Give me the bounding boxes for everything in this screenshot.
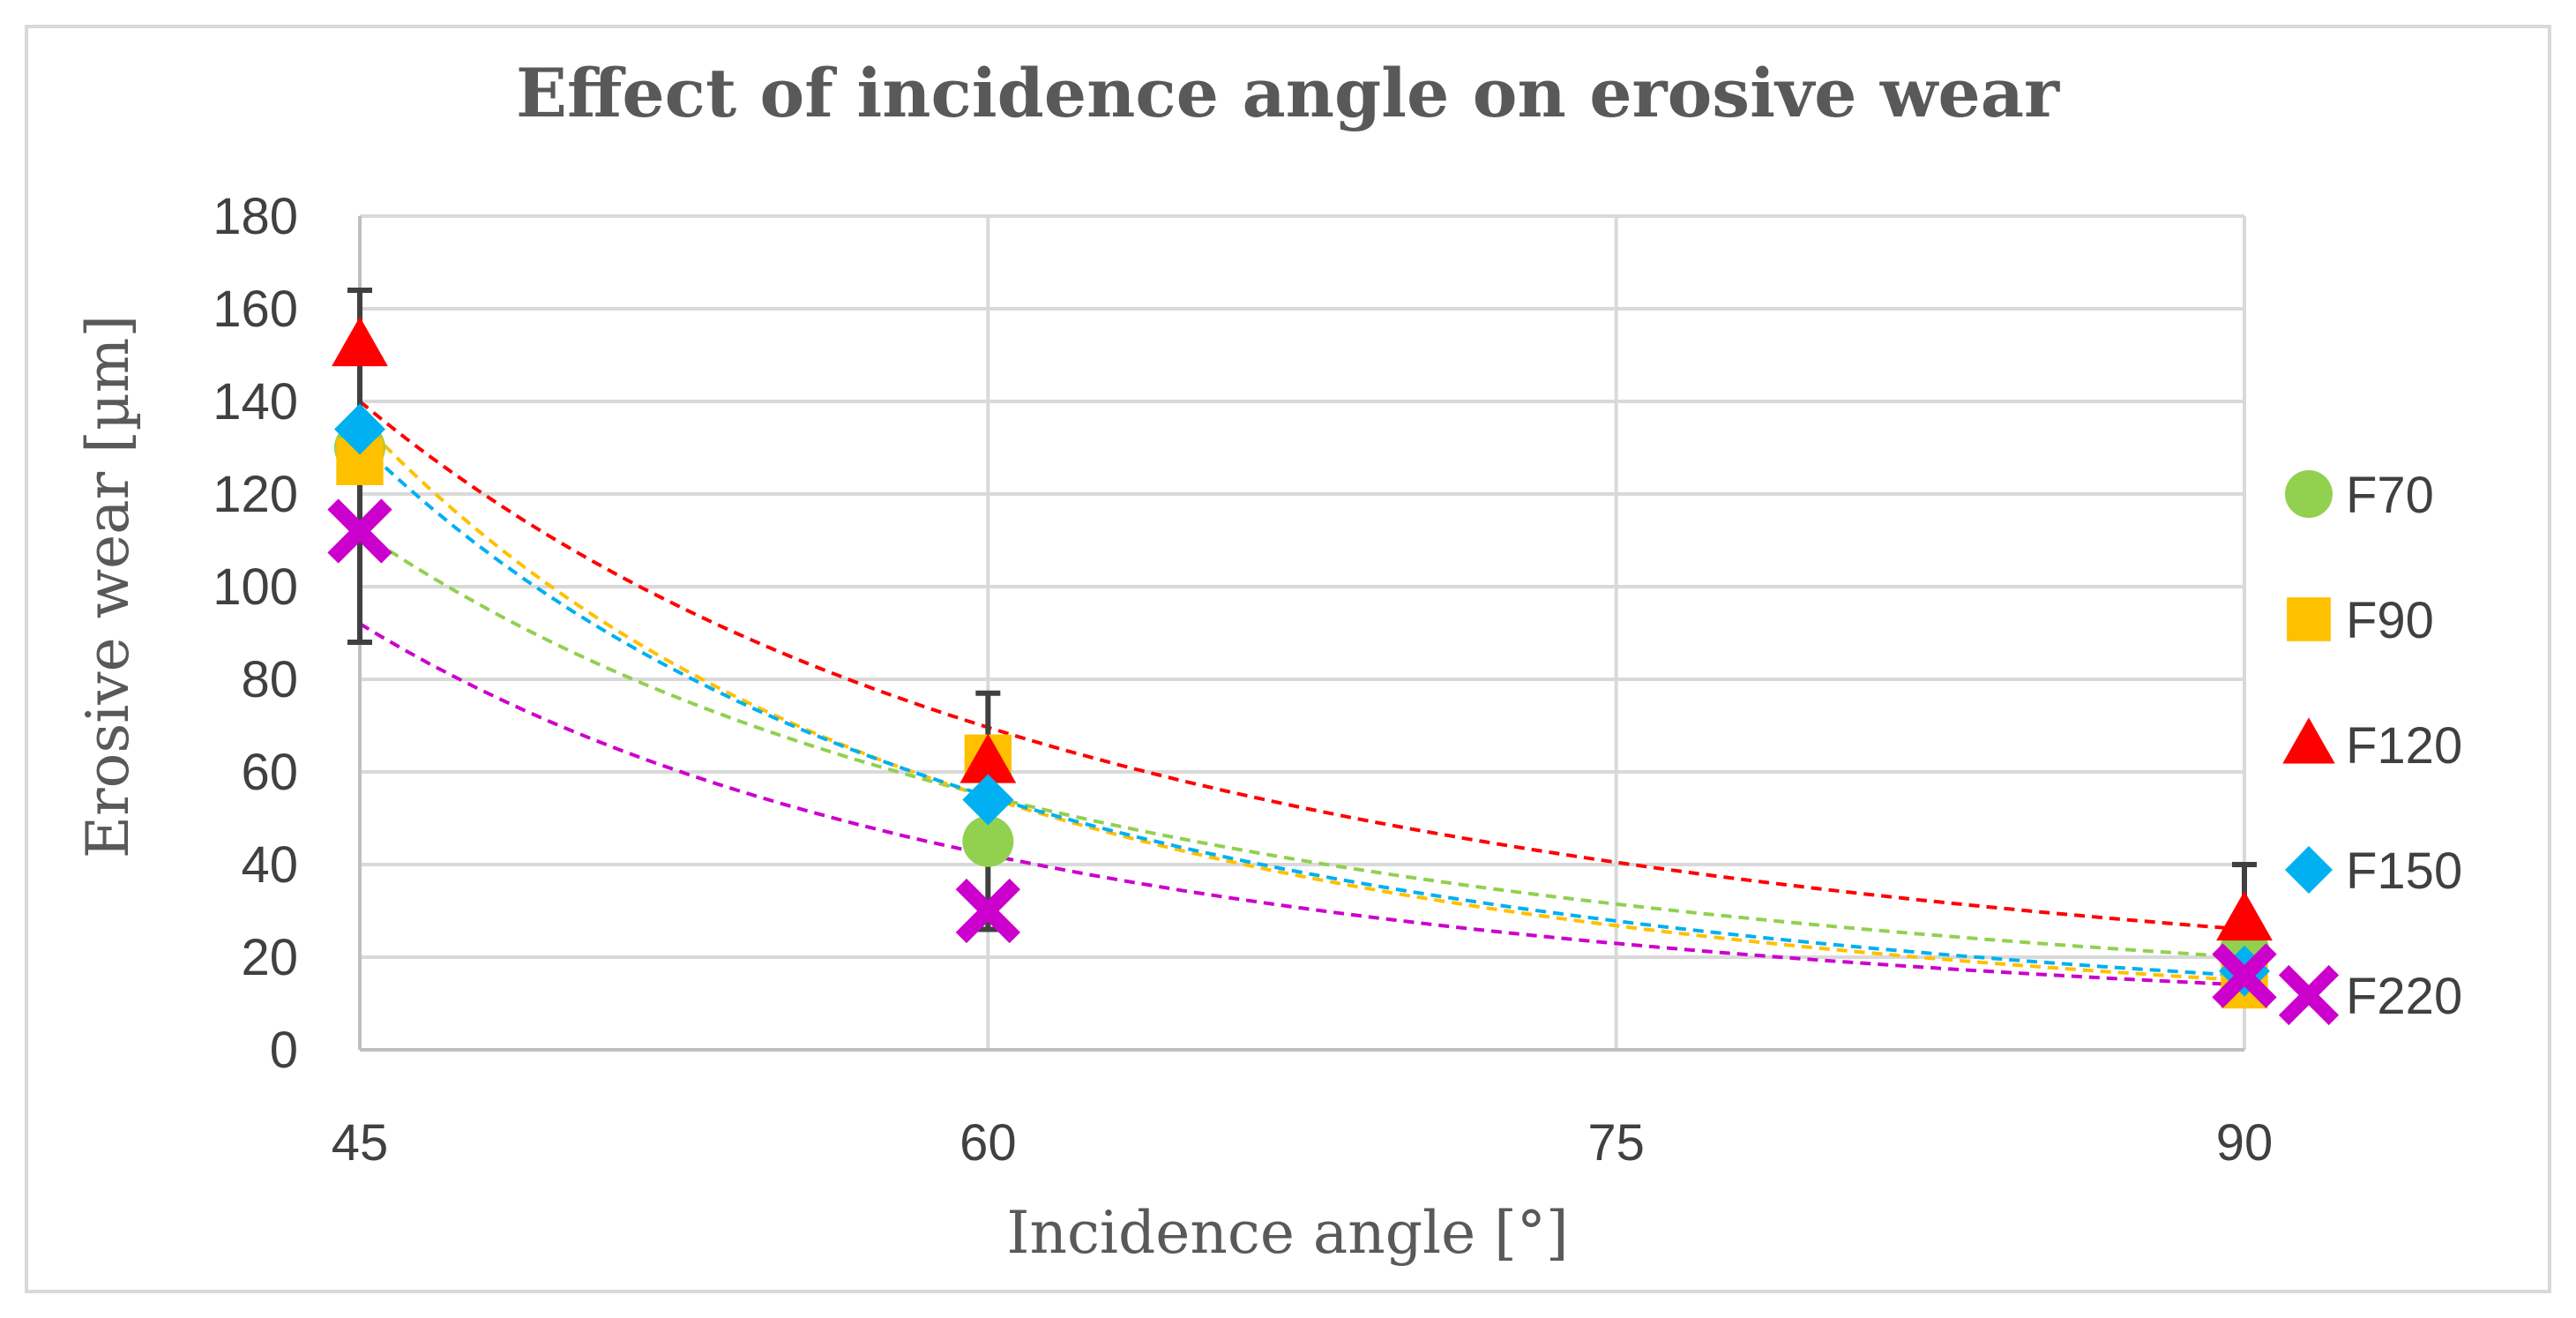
tick-labels: 0 20 40 60 80 100 120 140 160 180 45 60 75 90 [213, 188, 2273, 1172]
trendline-f120 [358, 400, 2245, 932]
y-axis-title: Erosive wear [µm] [74, 315, 142, 858]
legend-marker-f120 [2282, 717, 2335, 764]
point-f220-90-stroke-b [2212, 943, 2277, 1008]
legend-item-f90: F90 [2287, 592, 2434, 649]
legend-item-f70: F70 [2285, 467, 2434, 524]
x-tick-label: 90 [2216, 1114, 2274, 1172]
trendline-f70 [358, 529, 2245, 959]
y-tick-label: 40 [241, 836, 298, 894]
point-f220-60 [955, 878, 1020, 944]
legend-marker-f150 [2285, 846, 2333, 894]
point-f120-90 [2216, 890, 2273, 941]
legend-item-f220: F220 [2278, 964, 2462, 1026]
legend-label-f70: F70 [2346, 467, 2434, 524]
legend-label-f220: F220 [2346, 968, 2462, 1025]
y-tick-label: 20 [241, 929, 298, 986]
legend-item-f150: F150 [2285, 842, 2462, 900]
point-f120-45 [332, 316, 388, 367]
y-tick-label: 100 [213, 558, 298, 616]
y-tick-label: 60 [241, 744, 298, 801]
point-f120-60 [959, 733, 1017, 783]
chart-border [25, 25, 2551, 1293]
y-tick-label: 140 [213, 373, 298, 431]
legend: F70 F90 F120 F150 F220 [2278, 467, 2462, 1026]
point-f220-45-stroke-b [327, 498, 392, 564]
legend-label-f150: F150 [2346, 842, 2462, 900]
legend-marker-f90 [2287, 597, 2331, 641]
legend-marker-f220 [2278, 964, 2340, 1026]
point-f150-60 [962, 774, 1014, 826]
y-tick-label: 120 [213, 466, 298, 523]
legend-label-f90: F90 [2346, 592, 2434, 649]
data-points [327, 316, 2277, 1009]
chart-title: Effect of incidence angle on erosive wea… [516, 54, 2060, 132]
x-tick-label: 45 [332, 1114, 389, 1172]
trendline-f150 [358, 441, 2245, 977]
x-axis-title: Incidence angle [°] [1006, 1199, 1568, 1267]
x-tick-label: 75 [1587, 1114, 1645, 1172]
x-tick-label: 60 [959, 1114, 1017, 1172]
point-f150-45 [334, 403, 385, 455]
trendline-f90 [358, 418, 2245, 983]
trendline-f220 [358, 622, 2245, 987]
y-tick-label: 180 [213, 188, 298, 245]
legend-label-f120: F120 [2346, 717, 2462, 775]
legend-marker-f220-stroke-b [2278, 964, 2340, 1026]
y-tick-label: 0 [270, 1022, 298, 1079]
legend-item-f120: F120 [2282, 717, 2462, 775]
y-tick-label: 160 [213, 281, 298, 338]
point-f220-45 [327, 498, 392, 564]
point-f220-90 [2212, 943, 2277, 1008]
y-tick-label: 80 [241, 651, 298, 708]
trendlines [358, 400, 2245, 987]
point-f70-60 [962, 815, 1014, 867]
legend-marker-f70 [2285, 470, 2333, 518]
point-f220-60-stroke-b [955, 878, 1020, 944]
